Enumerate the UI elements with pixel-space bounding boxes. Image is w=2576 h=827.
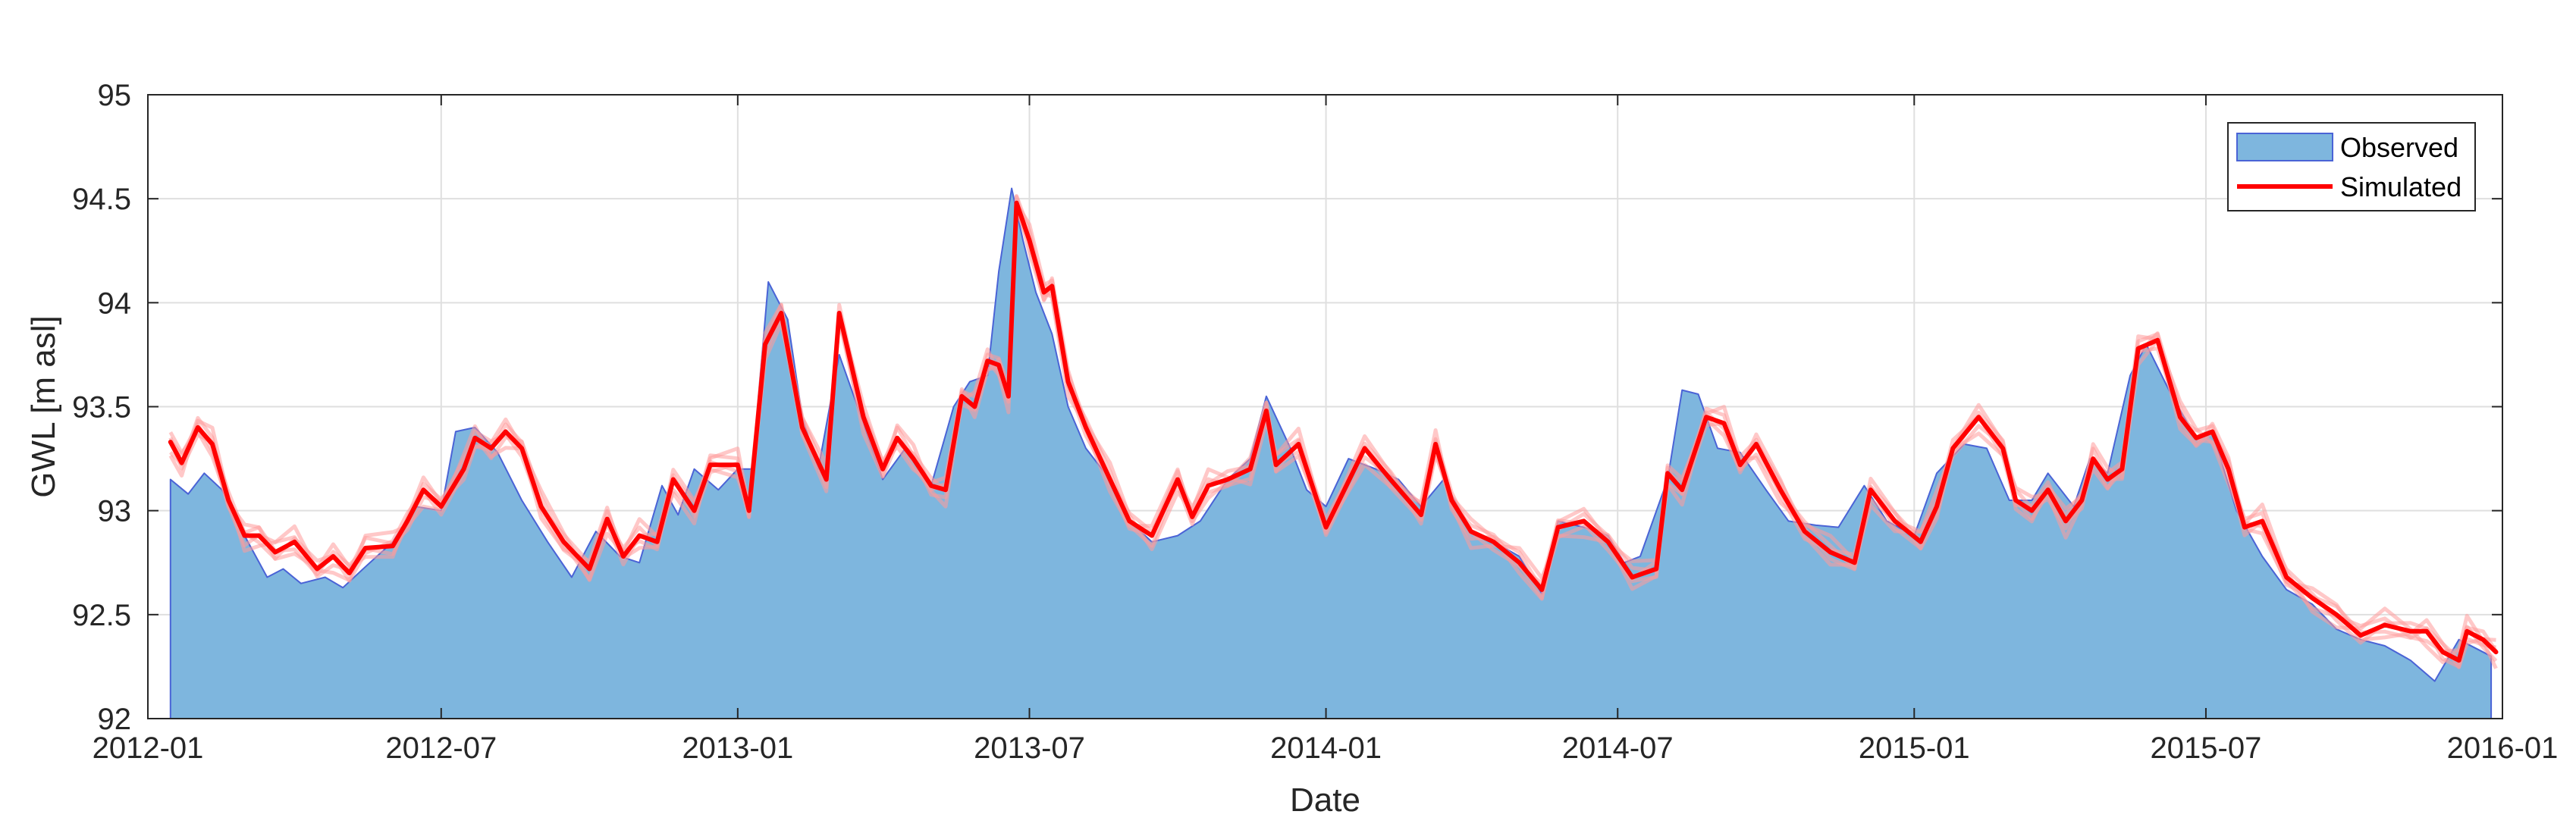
x-tick-label: 2015-07 <box>2151 731 2262 765</box>
x-tick-label: 2015-01 <box>1859 731 1970 765</box>
y-tick-label: 92.5 <box>72 599 131 632</box>
x-tick-label: 2012-01 <box>93 731 204 765</box>
y-tick-labels: 92 92.5 93 93.5 94 94.5 95 <box>72 79 131 736</box>
y-tick-label: 92 <box>98 703 132 736</box>
x-axis-label: Date <box>1290 782 1360 819</box>
x-tick-label: 2013-07 <box>974 731 1085 765</box>
legend: Observed Simulated <box>2227 122 2476 211</box>
y-tick-label: 95 <box>98 79 132 112</box>
x-tick-label: 2016-01 <box>2447 731 2559 765</box>
x-tick-label: 2012-07 <box>385 731 497 765</box>
y-axis-label: GWL [m asl] <box>25 315 62 497</box>
x-tick-label: 2014-01 <box>1270 731 1382 765</box>
y-tick-label: 94 <box>98 287 132 320</box>
legend-simulated-label: Simulated <box>2340 171 2461 202</box>
x-tick-label: 2013-01 <box>682 731 793 765</box>
y-tick-label: 94.5 <box>72 183 131 216</box>
x-tick-label: 2014-07 <box>1562 731 1674 765</box>
y-tick-label: 93.5 <box>72 391 131 424</box>
y-tick-label: 93 <box>98 495 132 528</box>
legend-observed-swatch <box>2236 133 2333 161</box>
legend-observed-label: Observed <box>2340 132 2458 163</box>
tick-marks <box>147 94 2503 719</box>
simulated-line-layer <box>168 200 2499 663</box>
simulated-line <box>168 200 2499 663</box>
x-tick-labels: 2012-01 2012-07 2013-01 2013-07 2014-01 2014-… <box>93 731 2559 765</box>
